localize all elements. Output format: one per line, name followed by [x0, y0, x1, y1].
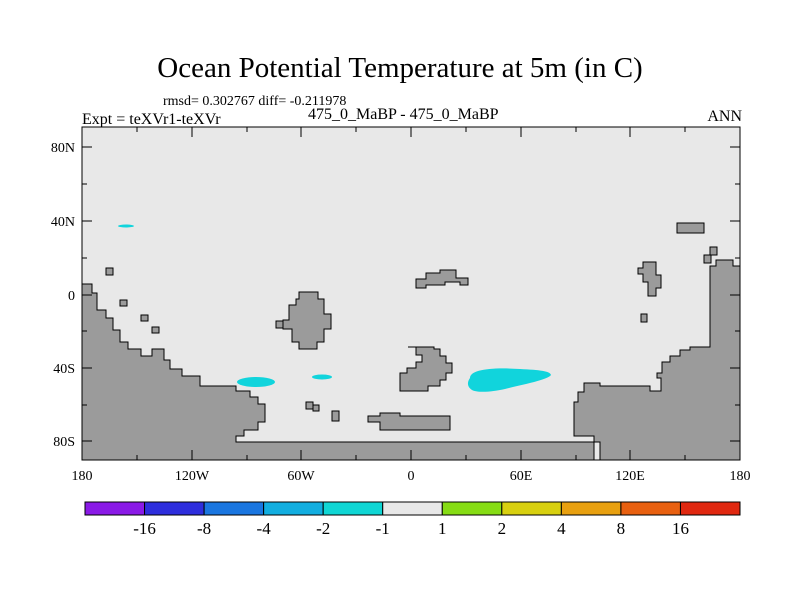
- land-islet: [637, 261, 662, 297]
- lat-label: 80S: [53, 435, 75, 450]
- lat-label: 80N: [51, 141, 75, 156]
- colorbar-label: -1: [376, 519, 390, 538]
- land-islet: [703, 254, 712, 264]
- colorbar-label: -16: [133, 519, 156, 538]
- land-islet: [676, 222, 705, 234]
- stats-line: rmsd= 0.302767 diff= -0.211978: [163, 94, 347, 109]
- anomaly-patch: [118, 224, 134, 228]
- colorbar-swatch: [560, 501, 622, 516]
- land-islet: [275, 320, 284, 329]
- anomaly-patch-large: [467, 368, 551, 392]
- colorbar-label: -8: [197, 519, 211, 538]
- colorbar-label: -2: [316, 519, 330, 538]
- anomaly-patch: [237, 377, 275, 387]
- land-north-island: [415, 269, 469, 289]
- colorbar-swatch: [84, 501, 146, 516]
- colorbar-label: 1: [438, 519, 447, 538]
- lon-label: 60W: [287, 469, 315, 484]
- lat-label: 40N: [51, 215, 75, 230]
- colorbar-label: 2: [498, 519, 507, 538]
- colorbar-label: 8: [617, 519, 626, 538]
- colorbar-swatch: [679, 501, 741, 516]
- lat-labels: 80N 40N 0 40S 80S: [51, 141, 75, 450]
- anomaly-patch: [312, 374, 332, 380]
- land-central-island: [282, 291, 332, 350]
- lon-label: 120W: [175, 469, 210, 484]
- lon-labels: 180 120W 60W 0 60E 120E 180: [72, 469, 751, 484]
- colorbar-label: 16: [672, 519, 689, 538]
- lat-label: 40S: [53, 362, 75, 377]
- anomaly-patches: [118, 224, 551, 392]
- land-islet: [640, 313, 648, 323]
- land-islet: [151, 326, 160, 334]
- colorbar-swatch: [144, 501, 205, 516]
- period-label: 475_0_MaBP - 475_0_MaBP: [308, 106, 499, 123]
- land-islet: [140, 314, 149, 322]
- land-islet: [119, 299, 128, 307]
- lon-label: 60E: [510, 469, 533, 484]
- colorbar-swatch: [501, 501, 562, 516]
- land-islet: [709, 246, 718, 256]
- colorbar-swatch: [322, 501, 384, 516]
- colorbar-label: -4: [257, 519, 272, 538]
- colorbar-label: 4: [557, 519, 566, 538]
- colorbar-swatch: [620, 501, 681, 516]
- land-southern-shelf: [367, 412, 451, 431]
- colorbar-swatch: [263, 501, 324, 516]
- experiment-label: Expt = teXVr1-teXVr: [82, 111, 221, 128]
- colorbar-swatch: [203, 501, 265, 516]
- land-south-central-island: [399, 346, 453, 392]
- land-masses: [81, 222, 741, 461]
- lat-label: 0: [68, 289, 75, 304]
- axis-ticks: [82, 127, 740, 460]
- land-islet: [305, 401, 314, 410]
- land-eastern-continent: [573, 259, 741, 461]
- lon-label: 120E: [615, 469, 645, 484]
- plot-title: Ocean Potential Temperature at 5m (in C): [157, 52, 643, 84]
- colorbar-swatch: [441, 501, 503, 516]
- lon-label: 180: [72, 469, 93, 484]
- colorbar-swatch: [382, 501, 443, 516]
- lon-label: 0: [408, 469, 415, 484]
- land-western-continent: [81, 283, 595, 461]
- lon-label: 180: [730, 469, 751, 484]
- land-islet: [331, 410, 340, 422]
- land-islet: [105, 267, 114, 276]
- season-label: ANN: [707, 108, 742, 125]
- land-islet: [312, 404, 320, 412]
- colorbar: -16 -8 -4 -2 -1 1 2 4 8 16: [84, 501, 741, 538]
